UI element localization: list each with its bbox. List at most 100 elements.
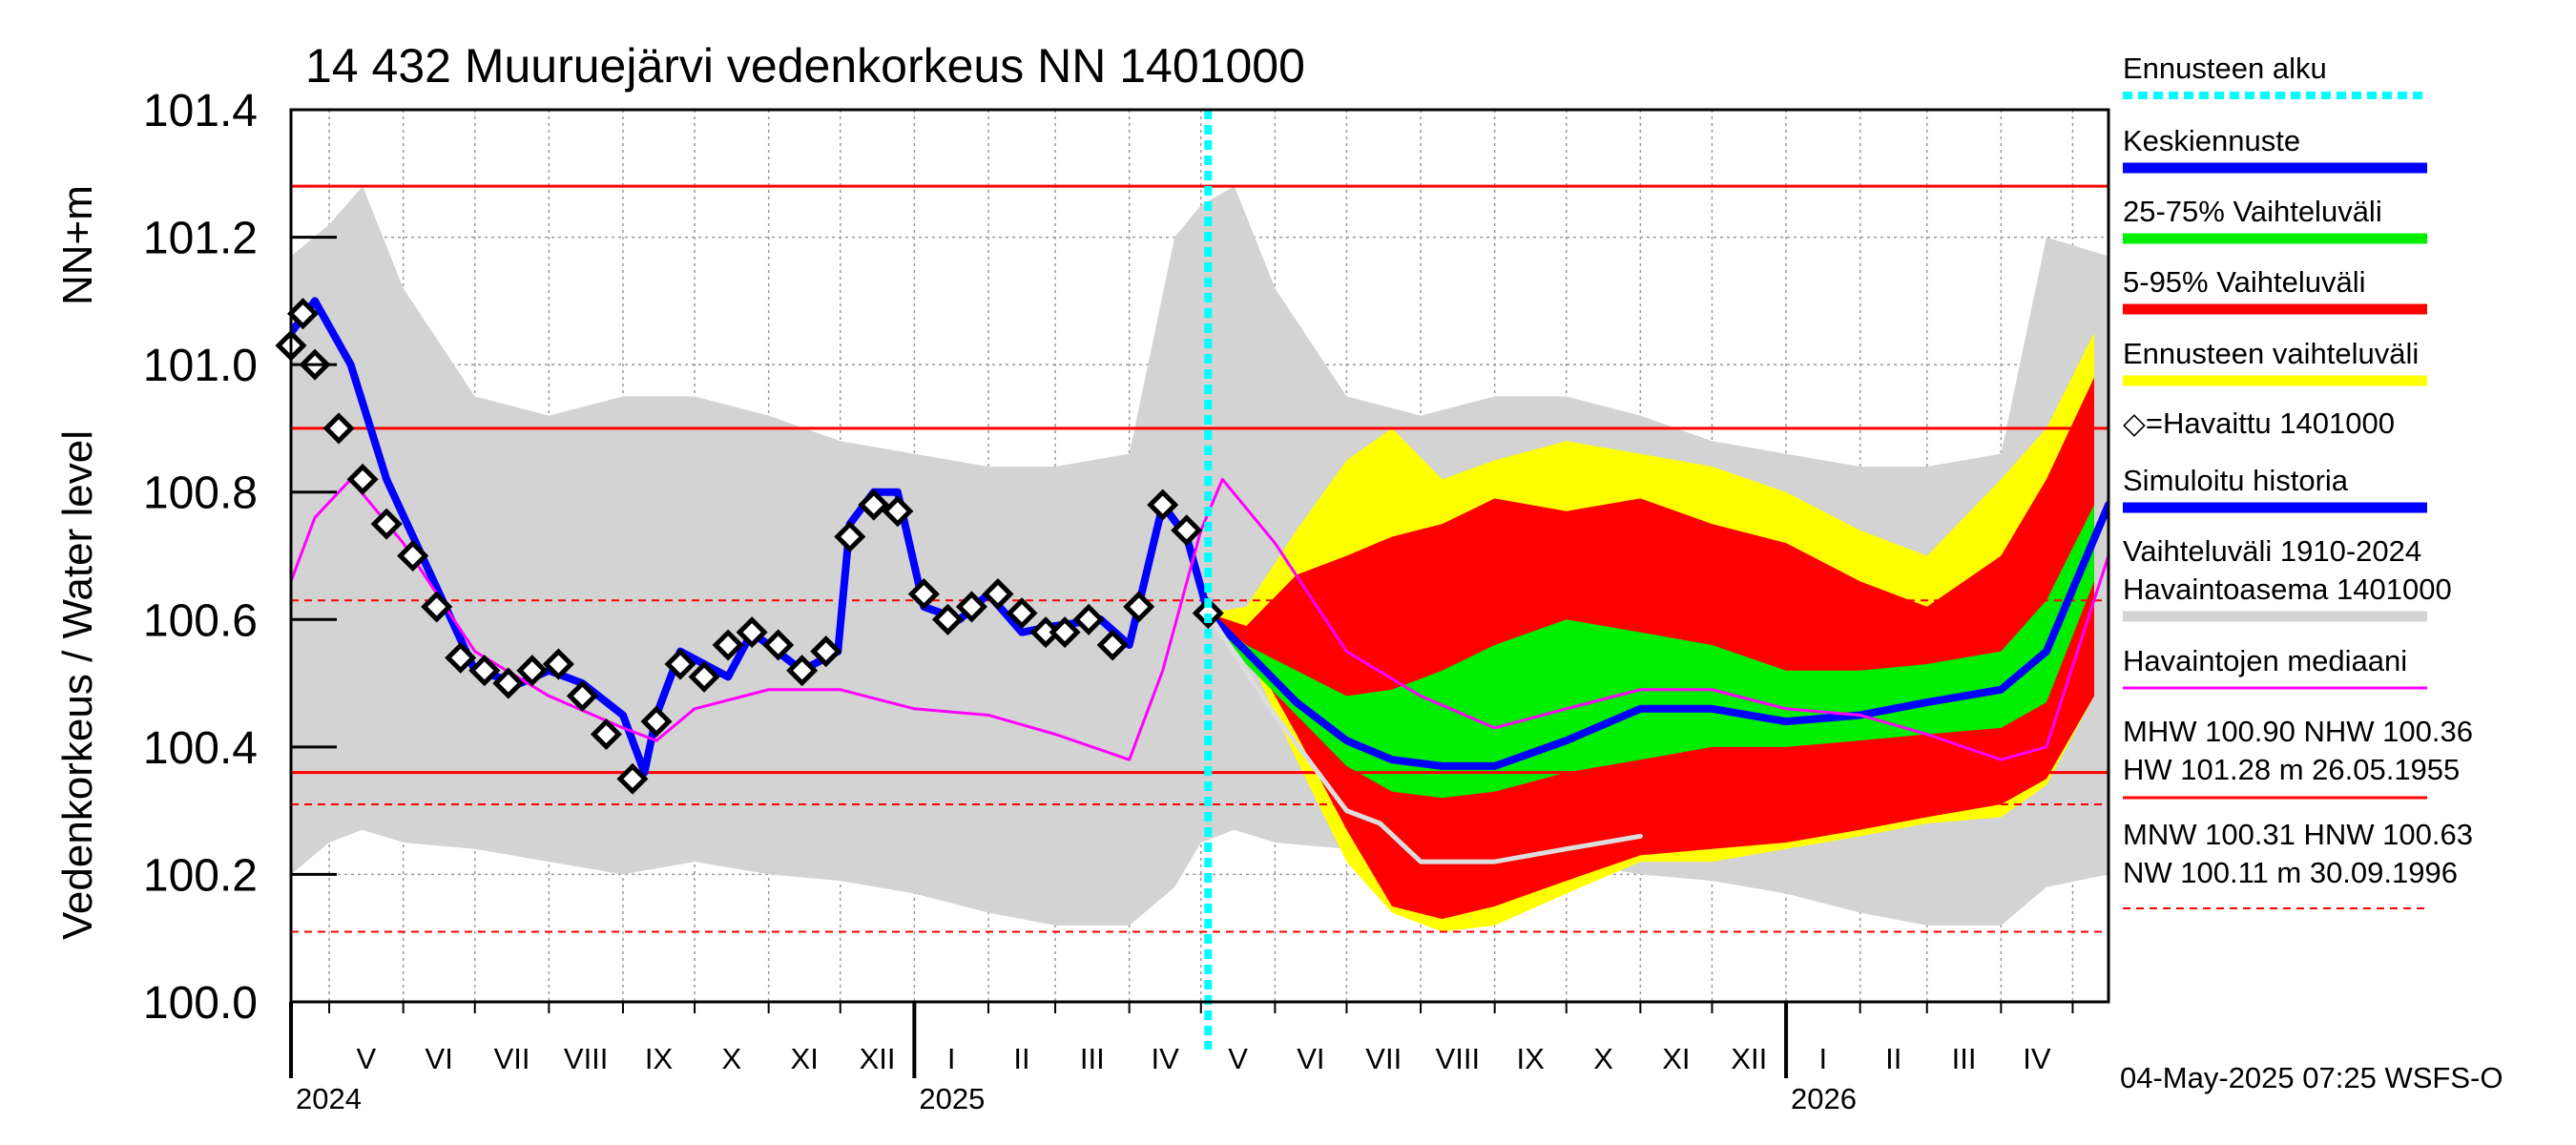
stats-line-2: HW 101.28 m 26.05.1955: [2123, 753, 2460, 786]
month-label-23: IV: [2023, 1042, 2051, 1075]
observation-marker-20: [736, 616, 768, 649]
year-label-2026: 2026: [1791, 1082, 1857, 1115]
month-label-16: IX: [1517, 1042, 1546, 1075]
observation-marker-3: [322, 412, 355, 445]
observation-marker-31: [1006, 597, 1038, 630]
legend-label-7-line2: Havaintoasema 1401000: [2123, 572, 2452, 606]
observation-marker-5: [370, 508, 403, 540]
y-axis: 100.0 100.2 100.4 100.6 100.8 101.0 101.2 101.4: [143, 86, 337, 1029]
observation-marker-30: [982, 578, 1014, 611]
month-label-9: II: [1013, 1042, 1029, 1075]
series-line-5: [1204, 501, 2109, 770]
month-label-0: V: [357, 1042, 377, 1075]
observation-marker-25: [858, 489, 890, 521]
observation-marker-39: [1192, 597, 1224, 630]
observation-marker-22: [786, 655, 819, 687]
month-label-20: I: [1819, 1042, 1828, 1075]
observation-marker-38: [1171, 514, 1203, 547]
observation-marker-28: [931, 603, 964, 635]
observation-marker-12: [542, 648, 574, 680]
y-tick-label-0: 100.0: [143, 978, 258, 1029]
reference-lines: [291, 184, 2109, 933]
legend-label-3: 5-95% Vaihteluväli: [2123, 265, 2365, 299]
observation-marker-19: [712, 629, 744, 661]
y-tick-label-4: 100.8: [143, 468, 258, 519]
observation-marker-27: [907, 578, 940, 611]
observation-marker-23: [810, 635, 842, 668]
series-line-7: [1205, 611, 1643, 864]
year-label-2025: 2025: [919, 1082, 985, 1115]
month-label-4: IX: [645, 1042, 674, 1075]
observation-marker-34: [1072, 603, 1105, 635]
legend: Ennusteen alku Keskiennuste 25-75% Vaihtel…: [2123, 52, 2452, 690]
plot-frame: [289, 108, 2110, 1004]
chart-title: 14 432 Muuruejärvi vedenkorkeus NN 14010…: [305, 39, 1305, 93]
band-3: [1208, 505, 2094, 799]
observation-marker-16: [640, 705, 673, 738]
observation-marker-8: [445, 641, 477, 674]
y-tick-label-1: 100.2: [143, 850, 258, 901]
legend-label-0: Ennusteen alku: [2123, 52, 2327, 85]
month-label-15: VIII: [1436, 1042, 1481, 1075]
legend-label-6: Simuloitu historia: [2123, 464, 2349, 497]
month-label-17: X: [1593, 1042, 1613, 1075]
observation-marker-37: [1147, 489, 1179, 521]
band-areas: [291, 186, 2109, 932]
observation-marker-15: [616, 762, 649, 795]
observation-marker-13: [566, 679, 598, 712]
y-axis-label: Vedenkorkeus / Water level: [54, 430, 101, 940]
y-tick-label-5: 101.0: [143, 341, 258, 391]
month-label-10: III: [1080, 1042, 1105, 1075]
legend-label-2: 25-75% Vaihteluväli: [2123, 195, 2382, 228]
y-tick-label-7: 101.4: [143, 86, 258, 136]
month-label-22: III: [1952, 1042, 1977, 1075]
observation-marker-4: [346, 463, 379, 495]
month-label-8: I: [947, 1042, 956, 1075]
month-label-12: V: [1228, 1042, 1248, 1075]
observation-markers: [275, 298, 1224, 795]
legend-label-8: Havaintojen mediaani: [2123, 644, 2407, 677]
legend-label-5: ◇=Havaittu 1401000: [2123, 406, 2395, 440]
observation-marker-26: [882, 495, 914, 528]
observation-marker-11: [516, 655, 549, 687]
month-label-21: II: [1885, 1042, 1901, 1075]
legend-label-4: Ennusteen vaihteluväli: [2123, 337, 2419, 370]
observation-marker-9: [468, 655, 501, 687]
month-label-18: XI: [1662, 1042, 1690, 1075]
stats-line-1: MHW 100.90 NHW 100.36: [2123, 715, 2473, 748]
footer-timestamp: 04-May-2025 07:25 WSFS-O: [2120, 1061, 2503, 1094]
stats-line-4: NW 100.11 m 30.09.1996: [2123, 856, 2458, 889]
observation-marker-36: [1123, 591, 1155, 623]
x-axis: V VI VII VIII IX X XI XII I II III IV V VI VII VIII IX X X…: [289, 1002, 2074, 1115]
month-label-2: VII: [494, 1042, 530, 1075]
observation-marker-14: [590, 718, 622, 751]
y-axis-unit: NN+m: [54, 185, 101, 305]
observation-marker-17: [664, 648, 696, 680]
year-label-2024: 2024: [296, 1082, 362, 1115]
observation-marker-21: [762, 629, 795, 661]
observation-marker-7: [421, 591, 453, 623]
month-label-5: X: [722, 1042, 742, 1075]
y-tick-label-2: 100.4: [143, 723, 258, 774]
legend-label-1: Keskiennuste: [2123, 124, 2300, 157]
observation-marker-29: [955, 591, 987, 623]
observation-marker-24: [834, 520, 866, 552]
month-label-14: VII: [1365, 1042, 1402, 1075]
month-label-19: XII: [1731, 1042, 1767, 1075]
observation-marker-33: [1049, 616, 1081, 649]
y-tick-label-6: 101.2: [143, 214, 258, 264]
stats-line-3: MNW 100.31 HNW 100.63: [2123, 818, 2473, 851]
month-label-3: VIII: [564, 1042, 609, 1075]
y-tick-label-3: 100.6: [143, 595, 258, 646]
month-label-13: VI: [1297, 1042, 1324, 1075]
observation-marker-10: [492, 667, 525, 699]
observation-marker-6: [397, 539, 429, 572]
month-label-6: XI: [791, 1042, 819, 1075]
month-label-7: XII: [860, 1042, 896, 1075]
legend-label-7: Vaihteluväli 1910-2024: [2123, 534, 2421, 568]
month-label-11: IV: [1152, 1042, 1180, 1075]
observation-marker-35: [1096, 629, 1129, 661]
series-line-6: [291, 477, 2109, 761]
observation-marker-1: [286, 298, 320, 330]
